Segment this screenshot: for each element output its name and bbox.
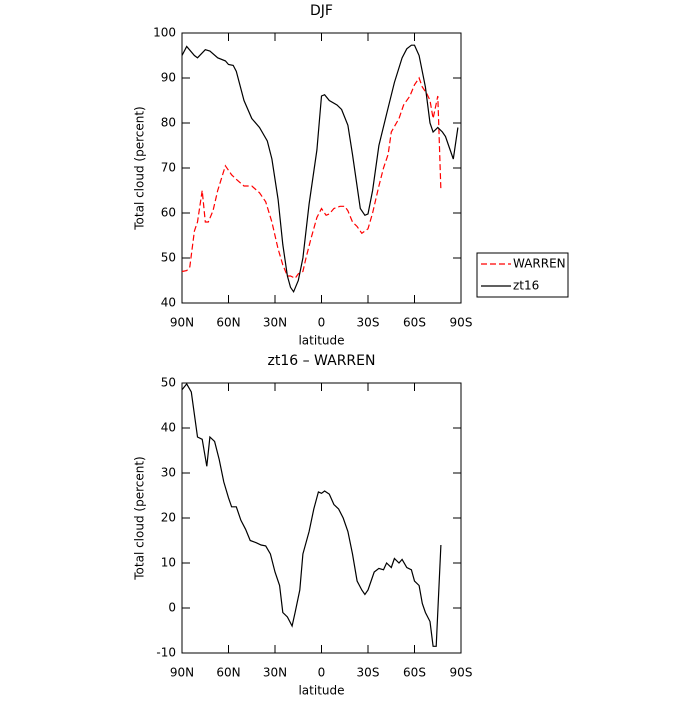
- data-line: [181, 44, 459, 294]
- chart-title: DJF: [310, 3, 333, 19]
- y-tick-label: 20: [161, 511, 176, 525]
- x-axis-label: latitude: [298, 334, 344, 348]
- x-tick-label: 90N: [170, 666, 194, 680]
- x-tick-label: 60S: [403, 666, 426, 680]
- chart-title: zt16 – WARREN: [268, 353, 376, 369]
- y-tick-label: 70: [161, 161, 176, 175]
- x-tick-label: 30N: [263, 316, 287, 330]
- x-tick-label: 0: [318, 666, 326, 680]
- y-tick-label: -10: [156, 646, 176, 660]
- plot-frame: [181, 382, 462, 654]
- data-line: [181, 76, 442, 280]
- y-axis-label: Total cloud (percent): [133, 106, 147, 230]
- y-tick-label: 80: [161, 116, 176, 130]
- x-tick-label: 30N: [263, 666, 287, 680]
- y-tick-label: 50: [161, 376, 176, 390]
- y-tick-label: 50: [161, 251, 176, 265]
- x-tick-label: 60N: [216, 316, 240, 330]
- plot-frame: [181, 32, 462, 304]
- legend-label: WARREN: [513, 257, 566, 271]
- x-tick-label: 0: [318, 316, 326, 330]
- y-tick-label: 40: [161, 421, 176, 435]
- x-tick-label: 30S: [357, 666, 380, 680]
- x-axis-label: latitude: [298, 684, 344, 698]
- y-tick-label: 0: [168, 601, 176, 615]
- y-tick-label: 90: [161, 71, 176, 85]
- y-axis-label: Total cloud (percent): [133, 456, 147, 580]
- legend-box: [476, 252, 569, 298]
- x-tick-label: 90N: [170, 316, 194, 330]
- data-line: [181, 382, 442, 647]
- x-tick-label: 60S: [403, 316, 426, 330]
- y-tick-label: 30: [161, 466, 176, 480]
- legend-label: zt16: [513, 279, 539, 293]
- x-tick-label: 30S: [357, 316, 380, 330]
- y-tick-label: 10: [161, 556, 176, 570]
- x-tick-label: 90S: [450, 316, 473, 330]
- y-tick-label: 100: [153, 26, 176, 40]
- x-tick-label: 60N: [216, 666, 240, 680]
- x-tick-label: 90S: [450, 666, 473, 680]
- y-tick-label: 40: [161, 296, 176, 310]
- y-tick-label: 60: [161, 206, 176, 220]
